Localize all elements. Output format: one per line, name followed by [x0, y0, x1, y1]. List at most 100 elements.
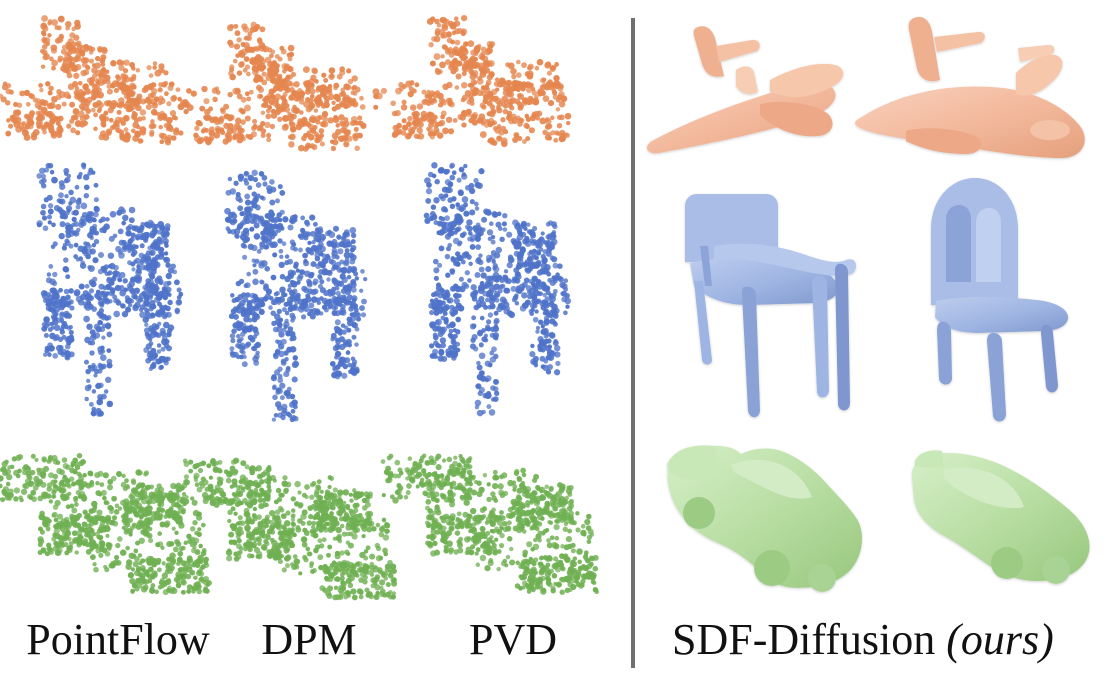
point — [148, 73, 154, 78]
point — [347, 78, 354, 85]
point — [265, 496, 271, 502]
point — [135, 104, 142, 112]
point — [247, 546, 253, 553]
point — [157, 321, 162, 326]
point — [488, 409, 496, 416]
point — [88, 58, 94, 64]
point — [328, 231, 336, 238]
dpm-airplane-points — [175, 21, 367, 152]
point — [118, 206, 125, 213]
point — [343, 141, 350, 148]
point — [229, 346, 235, 352]
point — [77, 110, 85, 118]
point — [92, 230, 98, 236]
point — [125, 297, 132, 305]
point — [233, 23, 239, 29]
point — [293, 263, 299, 269]
point — [258, 171, 265, 177]
point — [93, 566, 99, 573]
point — [225, 549, 233, 556]
point — [350, 356, 356, 362]
point — [107, 263, 113, 269]
point — [172, 269, 178, 275]
point — [276, 405, 283, 412]
point — [136, 264, 141, 270]
point — [277, 184, 283, 190]
point — [244, 238, 249, 243]
point — [293, 296, 299, 302]
point — [63, 178, 69, 184]
point — [77, 80, 83, 86]
point — [217, 459, 223, 465]
point — [173, 546, 179, 553]
point — [164, 91, 169, 97]
point — [191, 499, 198, 506]
point — [494, 87, 500, 92]
point — [244, 292, 251, 298]
point — [231, 328, 237, 334]
point — [39, 48, 45, 54]
point — [39, 87, 44, 93]
point — [534, 65, 540, 71]
point — [302, 527, 308, 533]
point — [329, 492, 334, 497]
point — [161, 561, 166, 566]
point — [339, 307, 346, 315]
point — [335, 339, 341, 345]
point — [287, 56, 293, 62]
point — [124, 508, 130, 515]
point — [391, 578, 397, 584]
point — [118, 252, 125, 259]
point — [272, 100, 279, 107]
point — [163, 281, 170, 288]
point — [452, 57, 458, 63]
point — [252, 513, 257, 518]
point — [66, 483, 72, 489]
point — [236, 93, 243, 100]
point — [293, 81, 300, 88]
point — [182, 458, 188, 464]
point — [73, 289, 81, 296]
point — [130, 277, 135, 282]
point — [45, 122, 51, 128]
point — [227, 518, 232, 524]
point — [135, 577, 142, 584]
point — [25, 101, 31, 107]
point — [139, 512, 146, 518]
point — [337, 248, 344, 255]
point — [53, 517, 59, 523]
point — [61, 334, 67, 340]
point — [43, 333, 49, 338]
point — [290, 496, 296, 502]
point — [260, 110, 266, 116]
point — [232, 134, 238, 140]
point — [307, 240, 312, 246]
point — [309, 127, 315, 133]
point — [46, 486, 52, 492]
point — [78, 222, 84, 228]
point — [261, 71, 267, 77]
point — [247, 185, 253, 191]
point — [500, 140, 508, 148]
point — [266, 484, 272, 490]
point — [312, 568, 317, 573]
point — [254, 73, 260, 80]
point — [25, 115, 31, 121]
point — [502, 213, 508, 219]
point — [251, 202, 258, 209]
point — [322, 526, 329, 533]
point — [285, 390, 291, 396]
point — [123, 59, 130, 66]
point — [105, 128, 113, 135]
point — [511, 73, 517, 80]
point — [548, 84, 555, 91]
point — [23, 134, 31, 141]
point — [275, 198, 280, 204]
point — [460, 81, 468, 89]
point — [179, 99, 187, 107]
point — [332, 487, 338, 493]
point — [91, 411, 97, 417]
point — [193, 541, 198, 546]
point — [270, 375, 278, 382]
point — [56, 543, 61, 548]
